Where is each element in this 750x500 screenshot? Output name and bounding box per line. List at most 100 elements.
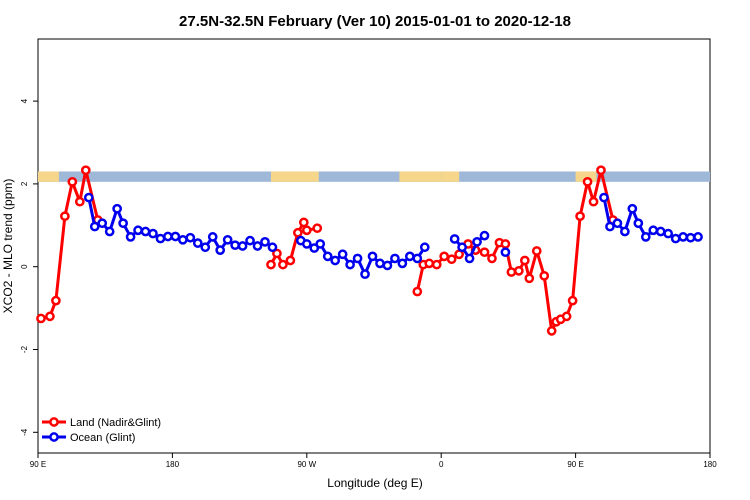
land-point [67, 176, 78, 187]
ocean-point [663, 228, 674, 239]
land-point [272, 248, 282, 259]
land-point [431, 259, 442, 270]
land-band [270, 171, 319, 182]
land-point [60, 211, 70, 222]
ocean-point [163, 231, 173, 242]
land-point [298, 217, 309, 228]
ocean-point [457, 242, 467, 253]
ocean-point [382, 260, 393, 271]
ocean-point [125, 232, 136, 242]
ocean-point [267, 242, 278, 253]
land-point [487, 253, 497, 264]
land-point [479, 247, 490, 258]
ocean-point [404, 251, 415, 262]
legend-land-label: Land (Nadir&Glint) [70, 417, 161, 429]
ocean-point [620, 226, 630, 237]
land-point [439, 251, 450, 262]
land-band [575, 171, 597, 182]
y-tick-label: -4 [20, 428, 29, 436]
land-point [412, 286, 423, 297]
land-point [514, 265, 524, 276]
legend-ocean-label: Ocean (Glint) [70, 432, 135, 444]
y-tick-label: -2 [20, 345, 29, 353]
x-tick-label: 180 [166, 460, 180, 469]
ocean-point [260, 237, 270, 247]
ocean-point [678, 232, 688, 242]
ocean-point [648, 225, 659, 236]
land-point [74, 196, 85, 207]
ocean-band [38, 171, 710, 182]
ocean-point [685, 232, 696, 243]
land-point [266, 259, 276, 270]
ocean-point [345, 259, 355, 270]
ocean-point [397, 258, 408, 269]
land-point [506, 267, 517, 277]
y-tick-label: 2 [20, 181, 29, 186]
y-tick-label: 4 [20, 98, 29, 103]
ocean-point [148, 228, 158, 239]
ocean-point [390, 253, 400, 264]
land-point [51, 295, 61, 306]
y-axis-title: XCO2 - MLO trend (ppm) [1, 179, 15, 314]
land-point [519, 255, 530, 266]
ocean-point [170, 231, 181, 242]
ocean-point [449, 234, 460, 244]
ocean-point [605, 221, 615, 232]
ocean-point [375, 258, 385, 269]
ocean-point [367, 251, 378, 262]
land-point [596, 165, 606, 176]
ocean-point [215, 245, 226, 255]
land-band [38, 171, 59, 182]
y-tick-label: 0 [20, 264, 29, 269]
x-axis-title: Longitude (deg E) [327, 476, 422, 490]
ocean-point [464, 253, 475, 264]
land-point [539, 270, 550, 281]
series-layer [36, 165, 703, 336]
ocean-point [612, 218, 623, 229]
land-ocean-strip [38, 171, 710, 182]
land-point [278, 259, 288, 270]
ocean-point [237, 241, 248, 251]
ocean-point [89, 221, 100, 232]
ocean-point [118, 218, 128, 229]
ocean-point [112, 203, 122, 214]
ocean-point [693, 232, 703, 242]
ocean-point [140, 226, 151, 237]
land-point [575, 211, 585, 222]
land-point [45, 311, 55, 322]
ocean-point [315, 239, 326, 249]
ocean-point [322, 251, 333, 262]
land-series-line [415, 168, 615, 333]
ocean-point [412, 253, 423, 264]
land-point [292, 227, 303, 238]
ocean-point [500, 247, 511, 258]
ocean-point [252, 241, 263, 251]
ocean-point [222, 234, 233, 245]
x-tick-label: 90 E [567, 460, 583, 469]
land-point [312, 223, 323, 234]
ocean-point [337, 249, 348, 260]
ocean-point [83, 192, 94, 203]
land-point [567, 295, 578, 306]
ocean-point [472, 237, 482, 247]
land-series-line [40, 168, 100, 320]
land-point [424, 258, 435, 269]
legend: Land (Nadir&Glint) Ocean (Glint) [42, 417, 161, 444]
ocean-point [330, 255, 341, 266]
ocean-point [655, 226, 666, 237]
ocean-point [245, 235, 255, 246]
ocean-point [419, 242, 430, 253]
ocean-point [104, 226, 115, 237]
land-band [441, 171, 460, 182]
chart-title: 27.5N-32.5N February (Ver 10) 2015-01-01… [179, 13, 571, 30]
x-tick-label: 0 [439, 460, 444, 469]
land-point [301, 225, 312, 236]
land-point [446, 254, 457, 265]
land-point [80, 165, 91, 176]
land-point [546, 326, 557, 336]
ocean-point [352, 253, 363, 264]
land-point [561, 311, 572, 322]
ocean-point [670, 233, 681, 244]
land-point [582, 176, 593, 187]
